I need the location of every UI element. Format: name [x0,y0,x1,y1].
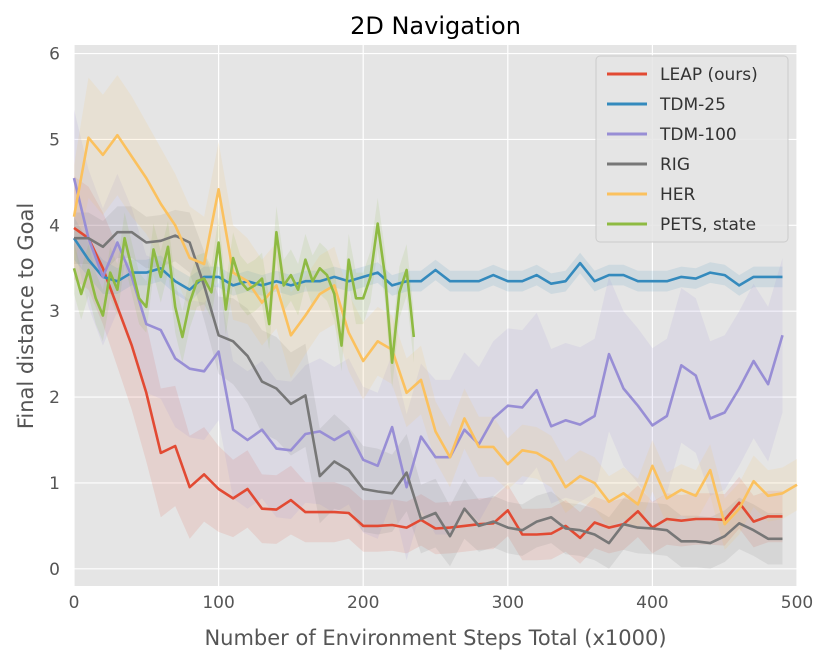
y-tick-label: 6 [49,45,60,65]
x-tick-label: 0 [69,593,80,613]
leap-ours-band [74,176,783,564]
leap-ours-line [73,226,783,540]
series-lines [72,133,798,545]
y-tick-label: 1 [49,474,60,494]
y-axis-label: Final distance to Goal [14,203,38,429]
x-tick-labels: 0 100 200 300 400 500 [69,593,814,613]
tdm-100-legend-label: TDM-100 [659,125,737,145]
leap-ours-legend-label: LEAP (ours) [660,65,758,85]
y-tick-label: 0 [49,560,60,580]
x-tick-label: 500 [781,593,813,613]
y-tick-label: 2 [49,388,60,408]
tdm-25-line [72,237,783,292]
x-tick-label: 100 [202,593,234,613]
her-band [74,75,797,550]
x-tick-label: 400 [636,593,668,613]
tdm-100-band [74,109,783,561]
her-legend-label: HER [660,185,696,205]
rig-legend-label: RIG [660,155,690,175]
tdm-25-legend-label: TDM-25 [659,95,726,115]
pets-state-legend-label: PETS, state [660,215,756,235]
her-line [72,133,798,526]
y-tick-labels: 0 1 2 3 4 5 6 [49,45,60,580]
pets-state-band [74,197,414,389]
x-tick-label: 200 [347,593,379,613]
x-axis-label: Number of Environment Steps Total (x1000… [204,626,666,650]
rig-line [74,230,783,545]
y-tick-label: 3 [49,302,60,322]
y-tick-label: 4 [49,216,60,236]
x-tick-label: 300 [492,593,524,613]
pets-state-line [72,222,416,365]
y-tick-label: 5 [49,130,60,150]
legend: LEAP (ours) TDM-25 TDM-100 RIG HER PETS, stat… [595,55,789,243]
tdm-100-line [72,177,784,489]
chart-title: 2D Navigation [350,12,521,40]
